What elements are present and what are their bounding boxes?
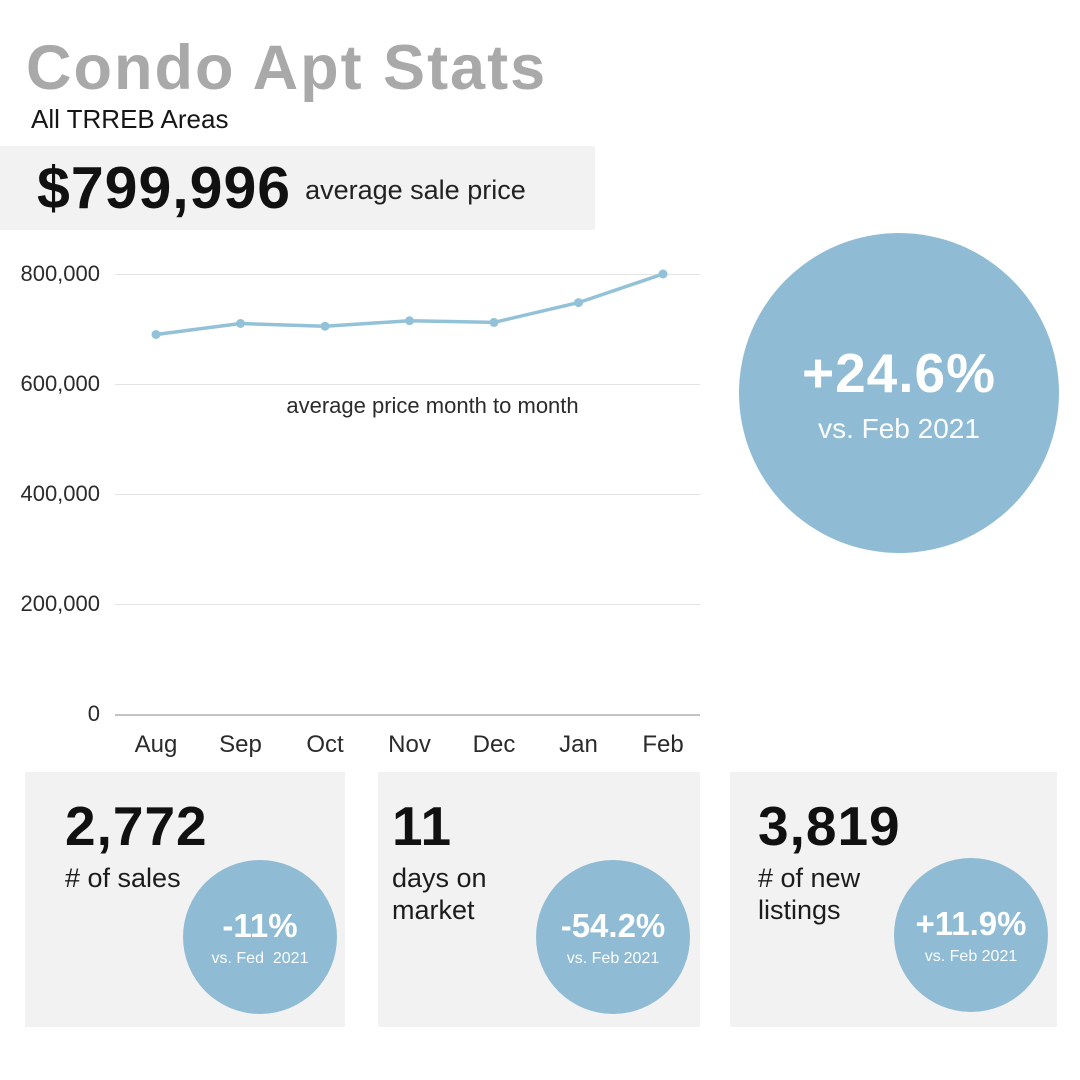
data-point-marker	[405, 316, 414, 326]
data-point-marker	[489, 317, 499, 327]
sales-change-caption: vs. Fed 2021	[211, 949, 309, 967]
data-point-marker	[236, 319, 245, 328]
y-axis-tick-label: 800,000	[20, 261, 100, 286]
days-on-market-text: 11 days on market	[392, 795, 552, 927]
sales-change-badge: -11% vs. Fed 2021	[183, 860, 337, 1014]
price-line	[154, 272, 665, 337]
gridline-800000	[115, 274, 700, 275]
new-listings-value: 3,819	[758, 795, 901, 857]
x-axis-tick-label: Nov	[388, 731, 431, 758]
new-listings-label: # of new listings	[758, 862, 861, 926]
days-on-market-value: 11	[392, 795, 453, 857]
days-on-market-change-caption: vs. Feb 2021	[566, 949, 660, 967]
y-axis-tick-label: 400,000	[20, 481, 100, 506]
price-line-series	[151, 269, 668, 339]
yoy-change-value: +24.6%	[801, 342, 997, 404]
new-listings-change-badge: +11.9% vs. Feb 2021	[894, 858, 1048, 1012]
page-subtitle: All TRREB Areas	[31, 104, 229, 134]
gridline-0	[115, 714, 700, 716]
data-point-marker	[320, 321, 330, 331]
gridline-600000	[115, 384, 700, 385]
new-listings-card: 3,819 # of new listings +11.9% vs. Feb 2…	[730, 772, 1057, 1027]
data-point-marker	[574, 298, 583, 308]
new-listings-change-value: +11.9%	[915, 904, 1027, 942]
y-axis-tick-label: 0	[87, 701, 100, 726]
chart-caption: average price month to month	[286, 393, 579, 418]
sales-count-label: # of sales	[65, 862, 181, 893]
x-axis-tick-label: Jan	[559, 731, 598, 758]
price-line-chart: average price month to month 800,000 600,…	[0, 250, 720, 770]
gridline-400000	[115, 494, 700, 495]
yoy-change-circle: +24.6% vs. Feb 2021	[739, 233, 1059, 553]
sales-change-value: -11%	[222, 906, 298, 944]
x-axis-tick-label: Dec	[472, 731, 516, 758]
x-axis-tick-label: Oct	[306, 731, 344, 758]
y-axis-tick-label: 600,000	[20, 371, 100, 396]
new-listings-text: 3,819 # of new listings	[758, 795, 918, 927]
sales-stat-card: 2,772 # of sales -11% vs. Fed 2021	[25, 772, 345, 1027]
days-on-market-change-value: -54.2%	[560, 906, 666, 944]
new-listings-change-caption: vs. Feb 2021	[924, 947, 1018, 965]
x-axis-tick-label: Sep	[219, 731, 262, 758]
page-title: Condo Apt Stats	[26, 33, 548, 103]
days-on-market-card: 11 days on market -54.2% vs. Feb 2021	[378, 772, 700, 1027]
average-price-value: $799,996	[37, 155, 292, 221]
gridline-200000	[115, 604, 700, 605]
average-price-banner: $799,996 average sale price	[0, 146, 595, 230]
data-point-marker	[151, 330, 161, 339]
data-point-marker	[658, 269, 668, 279]
x-axis-tick-label: Aug	[134, 731, 178, 758]
days-on-market-change-badge: -54.2% vs. Feb 2021	[536, 860, 690, 1014]
average-price-label: average sale price	[305, 174, 526, 205]
yoy-change-caption: vs. Feb 2021	[818, 413, 980, 444]
y-axis-tick-label: 200,000	[20, 591, 100, 616]
x-axis-tick-label: Feb	[642, 731, 684, 758]
sales-count-value: 2,772	[65, 795, 208, 857]
days-on-market-label: days on market	[392, 862, 487, 926]
sales-stat-text: 2,772 # of sales	[65, 795, 208, 894]
